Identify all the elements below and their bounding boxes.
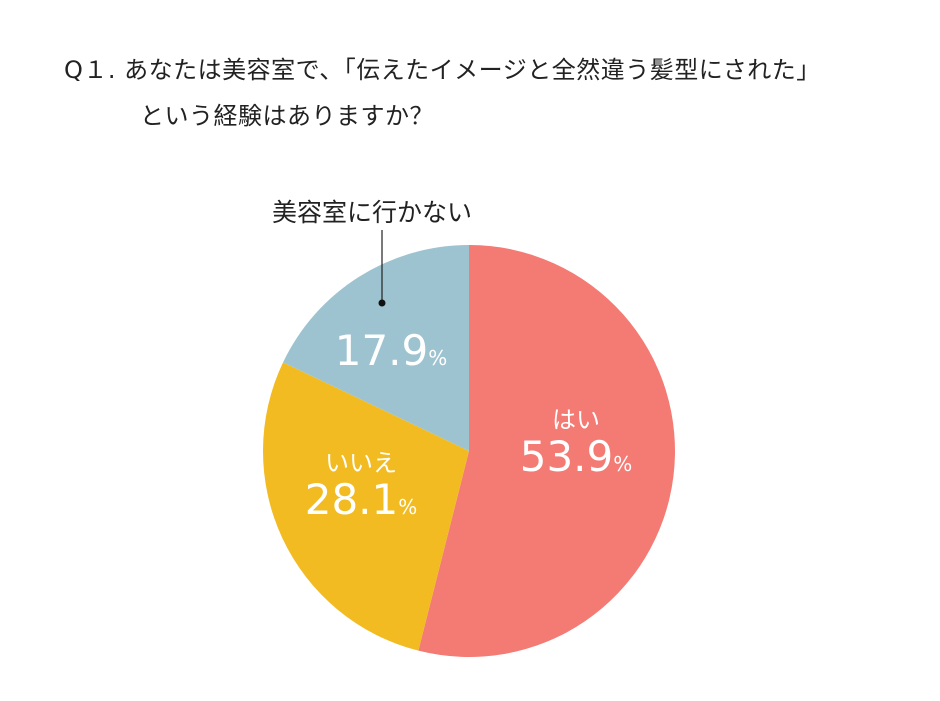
question-title-line1: Q１. あなたは美容室で、「伝えたイメージと全然違う髪型にされた」 [64, 56, 821, 84]
slice-label-no: いいえ 28.1% [296, 449, 426, 530]
callout-label-not-go: 美容室に行かない [272, 198, 473, 227]
slice-value-not-go: 17.9% [334, 326, 448, 375]
slice-category-yes: はい [552, 406, 600, 434]
question-title-line2: という経験はありますか？ [140, 102, 434, 130]
slice-value-yes: 53.9% [519, 432, 633, 481]
slice-not-go [283, 245, 469, 451]
slice-label-not-go: 17.9% [326, 328, 456, 381]
slice-label-yes: はい 53.9% [516, 406, 636, 487]
slice-category-no: いいえ [325, 449, 397, 477]
slice-value-no: 28.1% [304, 475, 418, 524]
slice-yes [418, 245, 675, 657]
callout-dot [378, 299, 386, 307]
slice-no [262, 362, 469, 651]
